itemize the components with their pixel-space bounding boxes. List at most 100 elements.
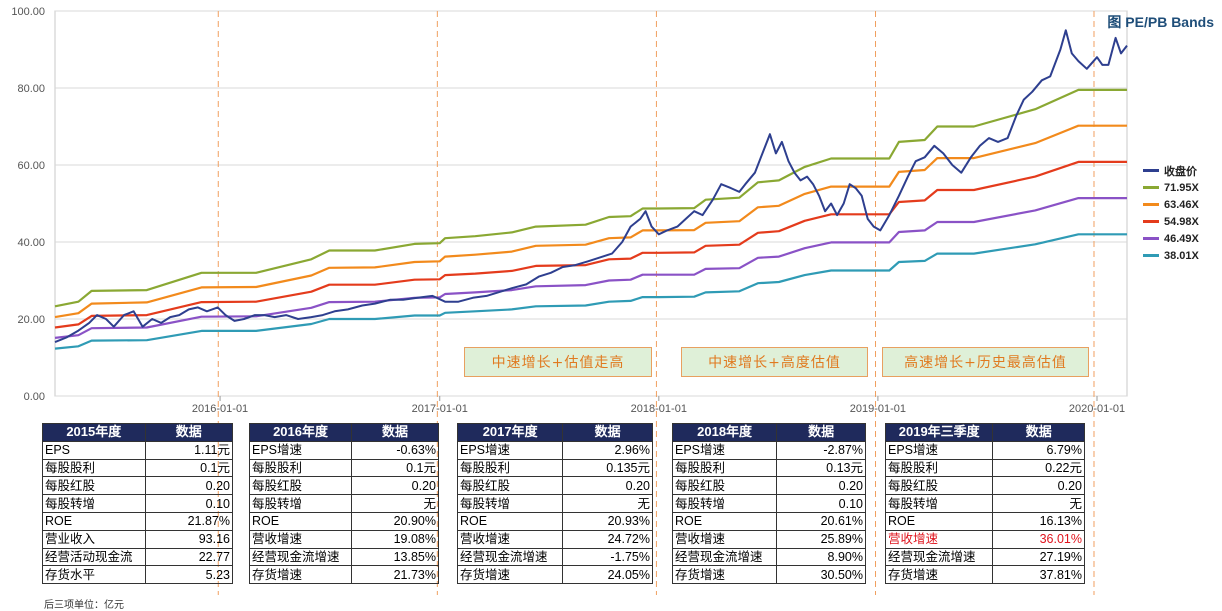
metric-name: ROE xyxy=(671,511,778,531)
legend-swatch xyxy=(1143,169,1159,172)
metric-name: 每股红股 xyxy=(884,476,994,496)
table-row: 每股股利 0.135元 xyxy=(456,458,653,478)
x-tick-label: 2016-01-01 xyxy=(192,403,248,415)
table-header-row: 2019年三季度 数据 xyxy=(884,423,1085,442)
x-tick-label: 2020-01-01 xyxy=(1069,403,1125,415)
legend-item: 46.49X xyxy=(1143,230,1199,247)
series-line xyxy=(54,88,1127,308)
metric-name: 每股股利 xyxy=(248,458,353,478)
y-axis-ticks: 0.00 20.00 40.00 60.00 80.00 100.00 xyxy=(11,6,45,403)
chart-title: 图 PE/PB Bands xyxy=(1107,14,1214,30)
metric-value: 21.87% xyxy=(144,511,234,531)
metric-name: 经营现金流增速 xyxy=(248,547,353,567)
metric-name: 每股转增 xyxy=(884,494,994,513)
metric-name: 每股红股 xyxy=(456,476,564,496)
metric-name: 经营活动现金流 xyxy=(42,547,146,567)
table-row: 每股股利 0.1元 xyxy=(248,458,439,478)
metric-value: 24.05% xyxy=(562,565,653,585)
y-tick-label: 0.00 xyxy=(24,391,45,403)
table-row: ROE 20.90% xyxy=(248,511,439,531)
metric-name: 营收增速 xyxy=(671,529,778,549)
metric-value: 6.79% xyxy=(992,440,1085,460)
metric-value: 0.20 xyxy=(776,476,866,496)
column-header: 数据 xyxy=(351,423,439,442)
metric-name: 经营现金流增速 xyxy=(884,547,994,567)
metric-name: 存货增速 xyxy=(248,565,353,585)
metric-name: 每股红股 xyxy=(248,476,353,496)
y-tick-label: 80.00 xyxy=(17,83,45,95)
grid xyxy=(54,10,1128,397)
table-row: 经营现金流增速 -1.75% xyxy=(456,547,653,567)
table-row: 每股转增无 xyxy=(456,494,653,513)
metric-value: 无 xyxy=(562,494,653,513)
table-header-row: 2016年度 数据 xyxy=(248,423,439,442)
metric-value: 16.13% xyxy=(992,511,1085,531)
metric-name: 营业收入 xyxy=(42,529,146,549)
table-row: 营收增速 25.89% xyxy=(671,529,866,549)
y-tick-label: 100.00 xyxy=(11,6,45,18)
metric-value: 0.135元 xyxy=(562,458,653,478)
table-row: EPS增速 -2.87% xyxy=(671,440,866,460)
legend-label: 38.01X xyxy=(1164,249,1199,262)
metric-name: 每股股利 xyxy=(456,458,564,478)
table-row: 每股转增无 xyxy=(248,494,439,513)
metric-name: EPS增速 xyxy=(456,440,564,460)
table-row: ROE 21.87% xyxy=(42,511,234,531)
legend-swatch xyxy=(1143,237,1159,240)
table-header-row: 2015年度 数据 xyxy=(42,423,234,442)
table-row: 营收增速 36.01% xyxy=(884,529,1085,549)
legend-item: 63.46X xyxy=(1143,196,1199,213)
table-row: 每股股利 0.22元 xyxy=(884,458,1085,478)
table-row: 经营活动现金流 22.77 xyxy=(42,547,234,567)
metric-value: 0.10 xyxy=(776,494,866,513)
legend: 收盘价 71.95X 63.46X 54.98X 46.49X 38.01X xyxy=(1143,162,1199,264)
table-row: 每股转增 0.10 xyxy=(671,494,866,513)
table-row: 存货增速 24.05% xyxy=(456,565,653,585)
table-row: EPS增速 -0.63% xyxy=(248,440,439,460)
table-row: 经营现金流增速 8.90% xyxy=(671,547,866,567)
footnote: 后三项单位：亿元 xyxy=(44,600,124,611)
metric-value: 20.61% xyxy=(776,511,866,531)
metric-value: 93.16 xyxy=(144,529,234,549)
table-row: ROE 16.13% xyxy=(884,511,1085,531)
column-header: 数据 xyxy=(562,423,653,442)
legend-swatch xyxy=(1143,203,1159,206)
metric-name: 每股股利 xyxy=(671,458,778,478)
metric-value: 0.22元 xyxy=(992,458,1085,478)
metric-name: ROE xyxy=(884,511,994,531)
legend-swatch xyxy=(1143,186,1159,189)
table-row: 每股红股 0.20 xyxy=(884,476,1085,496)
metric-value: 0.20 xyxy=(992,476,1085,496)
table-row: 存货水平 5.23 xyxy=(42,565,234,585)
table-row: 每股股利 0.1元 xyxy=(42,458,234,478)
column-header: 数据 xyxy=(776,423,866,442)
metric-name: 存货增速 xyxy=(456,565,564,585)
metric-value: 无 xyxy=(351,494,439,513)
table-row: 营收增速 19.08% xyxy=(248,529,439,549)
series-line xyxy=(54,233,1127,350)
metric-name: 每股红股 xyxy=(42,476,146,496)
metric-value: 21.73% xyxy=(351,565,439,585)
metric-name: ROE xyxy=(456,511,564,531)
column-header: 2015年度 xyxy=(42,423,146,442)
metric-value: 0.20 xyxy=(144,476,234,496)
metric-name: EPS xyxy=(42,440,146,460)
table-row: 经营现金流增速 27.19% xyxy=(884,547,1085,567)
metric-value: -1.75% xyxy=(562,547,653,567)
table-row: 营收增速 24.72% xyxy=(456,529,653,549)
metric-name: 营收增速 xyxy=(456,529,564,549)
metric-name: 营收增速 xyxy=(248,529,353,549)
table-row: 每股股利 0.13元 xyxy=(671,458,866,478)
metric-value: 0.20 xyxy=(562,476,653,496)
legend-label: 63.46X xyxy=(1164,198,1199,211)
table-row: ROE 20.93% xyxy=(456,511,653,531)
metric-value: 22.77 xyxy=(144,547,234,567)
column-header: 2016年度 xyxy=(248,423,353,442)
y-tick-label: 20.00 xyxy=(17,314,45,326)
legend-swatch xyxy=(1143,220,1159,223)
x-tick-label: 2019-01-01 xyxy=(850,403,906,415)
table-row: 每股转增无 xyxy=(884,494,1085,513)
metric-value: 0.20 xyxy=(351,476,439,496)
legend-label: 收盘价 xyxy=(1164,165,1197,178)
